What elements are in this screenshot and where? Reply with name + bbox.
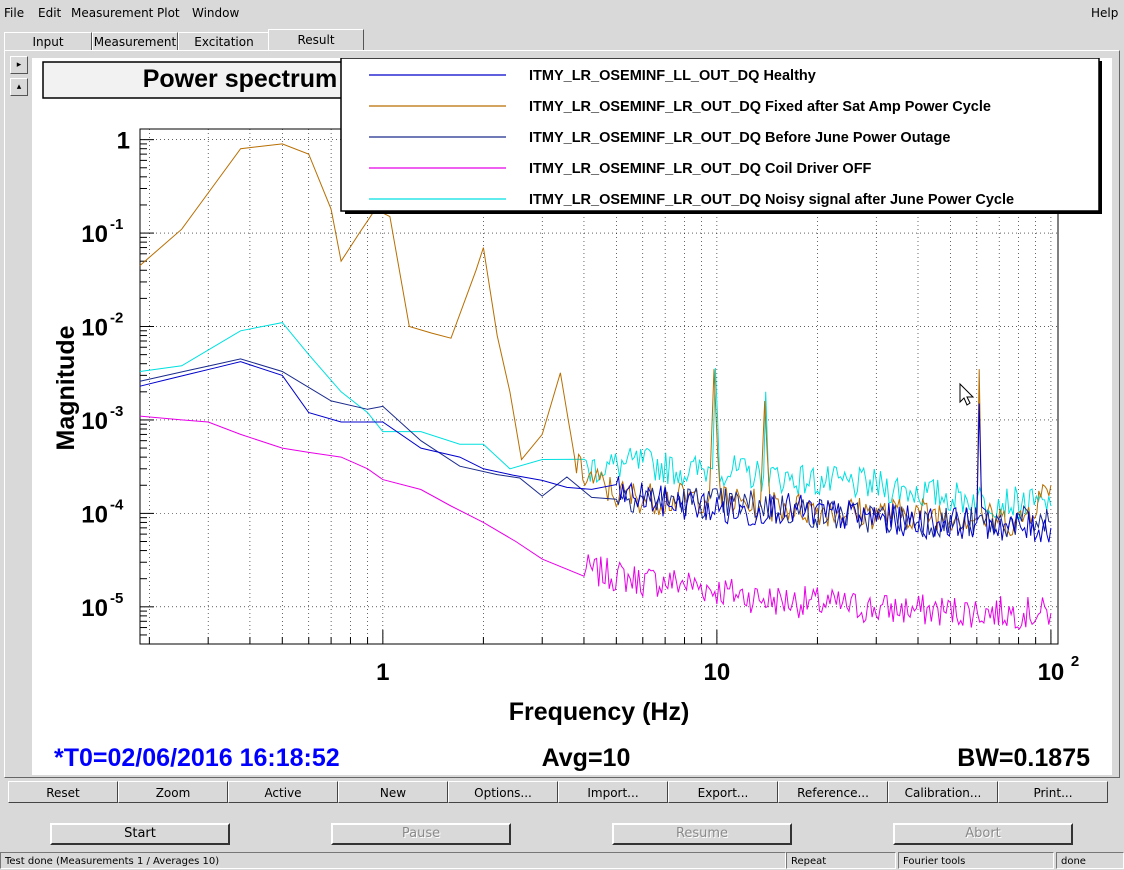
y-tick-label: 10	[81, 501, 108, 528]
y-tick-label-exponent: -5	[110, 590, 123, 607]
power-spectrum-chart[interactable]: 1 10 10 2 110-110-210-310-410-5 Power spect…	[32, 57, 1112, 775]
y-tick-label-exponent: -1	[110, 216, 123, 233]
legend-entry-label: ITMY_LR_OSEMINF_LR_OUT_DQ Noisy signal a…	[529, 192, 1014, 208]
calibration-button[interactable]: Calibration...	[888, 781, 998, 803]
new-button[interactable]: New	[338, 781, 448, 803]
tab-input[interactable]: Input	[4, 32, 92, 51]
print-button-label: Print...	[1033, 786, 1073, 800]
x-tick-label: 10	[704, 659, 731, 686]
y-axis-label: Magnitude	[52, 325, 80, 450]
y-tick-label-exponent: -4	[110, 496, 124, 513]
status-repeat: Repeat	[786, 852, 896, 869]
pad-up-button[interactable]: ▸	[10, 56, 28, 74]
series-line	[139, 415, 1052, 630]
reset-button-label: Reset	[46, 786, 80, 800]
x-tick-label-exponent: 2	[1071, 653, 1079, 670]
arrow-right-icon: ▸	[16, 60, 22, 70]
series-line	[139, 322, 1052, 520]
series-line	[139, 358, 1052, 539]
menu-help[interactable]: Help	[1091, 6, 1119, 20]
y-tick-label-exponent: -3	[110, 403, 123, 420]
menu-edit[interactable]: Edit	[38, 6, 62, 20]
status-fourier-tools: Fourier tools	[898, 852, 1054, 869]
y-tick-label: 10	[81, 315, 108, 342]
series-line	[139, 361, 1052, 543]
start-button[interactable]: Start	[50, 823, 230, 845]
options-button[interactable]: Options...	[448, 781, 558, 803]
tab-measurement-label: Measurement	[93, 35, 177, 49]
y-tick-label-exponent: -2	[110, 310, 123, 327]
active-button-label: Active	[264, 786, 302, 800]
tab-excitation-label: Excitation	[194, 35, 254, 49]
menu-plot[interactable]: Plot	[157, 6, 180, 20]
legend-entry-label: ITMY_LR_OSEMINF_LR_OUT_DQ Coil Driver OF…	[529, 161, 872, 177]
legend	[340, 57, 1100, 212]
active-button[interactable]: Active	[228, 781, 338, 803]
x-tick-label: 1	[376, 659, 389, 686]
arrow-up-icon: ▴	[16, 82, 22, 92]
calibration-button-label: Calibration...	[904, 786, 982, 800]
menu-file[interactable]: File	[4, 6, 25, 20]
legend-entries: ITMY_LR_OSEMINF_LL_OUT_DQ Healthy ITMY_LR…	[369, 68, 1014, 208]
options-button-label: Options...	[474, 786, 532, 800]
status-message: Test done (Measurements 1 / Averages 10)	[0, 852, 786, 869]
abort-button[interactable]: Abort	[893, 823, 1073, 845]
tab-input-label: Input	[32, 35, 64, 49]
menu-measurement[interactable]: Measurement	[71, 6, 154, 20]
mouse-pointer-icon	[959, 382, 975, 406]
import-button[interactable]: Import...	[558, 781, 668, 803]
legend-entry-label: ITMY_LR_OSEMINF_LR_OUT_DQ Before June Po…	[529, 130, 950, 146]
start-button-label: Start	[124, 826, 156, 841]
menu-window[interactable]: Window	[192, 6, 240, 20]
x-tick-labels: 1 10 10 2	[376, 653, 1079, 686]
bw-label: BW=0.1875	[957, 744, 1090, 772]
y-tick-label: 1	[117, 128, 130, 155]
zoom-button[interactable]: Zoom	[118, 781, 228, 803]
tab-measurement[interactable]: Measurement	[92, 32, 178, 51]
legend-entry-label: ITMY_LR_OSEMINF_LL_OUT_DQ Healthy	[529, 68, 816, 84]
axis-ticks	[140, 139, 1052, 645]
avg-label: Avg=10	[542, 744, 631, 772]
y-tick-label: 10	[81, 595, 108, 622]
zoom-button-label: Zoom	[155, 786, 191, 800]
tab-result-label: Result	[297, 33, 335, 47]
menu-bar: File Edit Measurement Plot Window Help	[0, 0, 1124, 26]
tab-excitation[interactable]: Excitation	[178, 32, 270, 51]
abort-button-label: Abort	[965, 826, 1001, 841]
status-done: done	[1056, 852, 1124, 869]
reference-button-label: Reference...	[797, 786, 869, 800]
export-button-label: Export...	[697, 786, 749, 800]
x-tick-label: 10	[1038, 659, 1065, 686]
y-tick-label: 10	[81, 408, 108, 435]
legend-entry-label: ITMY_LR_OSEMINF_LR_OUT_DQ Fixed after Sa…	[529, 99, 991, 115]
print-button[interactable]: Print...	[998, 781, 1108, 803]
import-button-label: Import...	[587, 786, 639, 800]
resume-button-label: Resume	[675, 826, 729, 841]
plot-canvas[interactable]: 1 10 10 2 1 10 -1 10 -2 10 -3 10 -4 10 -5 Power spect…	[32, 57, 1112, 775]
pause-button-label: Pause	[401, 826, 441, 841]
x-axis-label: Frequency (Hz)	[509, 698, 690, 726]
tab-result[interactable]: Result	[268, 29, 364, 51]
series-lines	[139, 143, 1052, 630]
result-frame	[4, 50, 1120, 778]
t0-label: *T0=02/06/2016 16:18:52	[54, 744, 340, 772]
y-tick-label: 10	[81, 221, 108, 248]
new-button-label: New	[379, 786, 407, 800]
reset-button[interactable]: Reset	[8, 781, 118, 803]
resume-button[interactable]: Resume	[612, 823, 792, 845]
pad-down-button[interactable]: ▴	[10, 78, 28, 96]
y-tick-labels: 110-110-210-310-410-5	[81, 128, 130, 622]
reference-button[interactable]: Reference...	[778, 781, 888, 803]
export-button[interactable]: Export...	[668, 781, 778, 803]
chart-title: Power spectrum	[143, 65, 338, 93]
pause-button[interactable]: Pause	[331, 823, 511, 845]
